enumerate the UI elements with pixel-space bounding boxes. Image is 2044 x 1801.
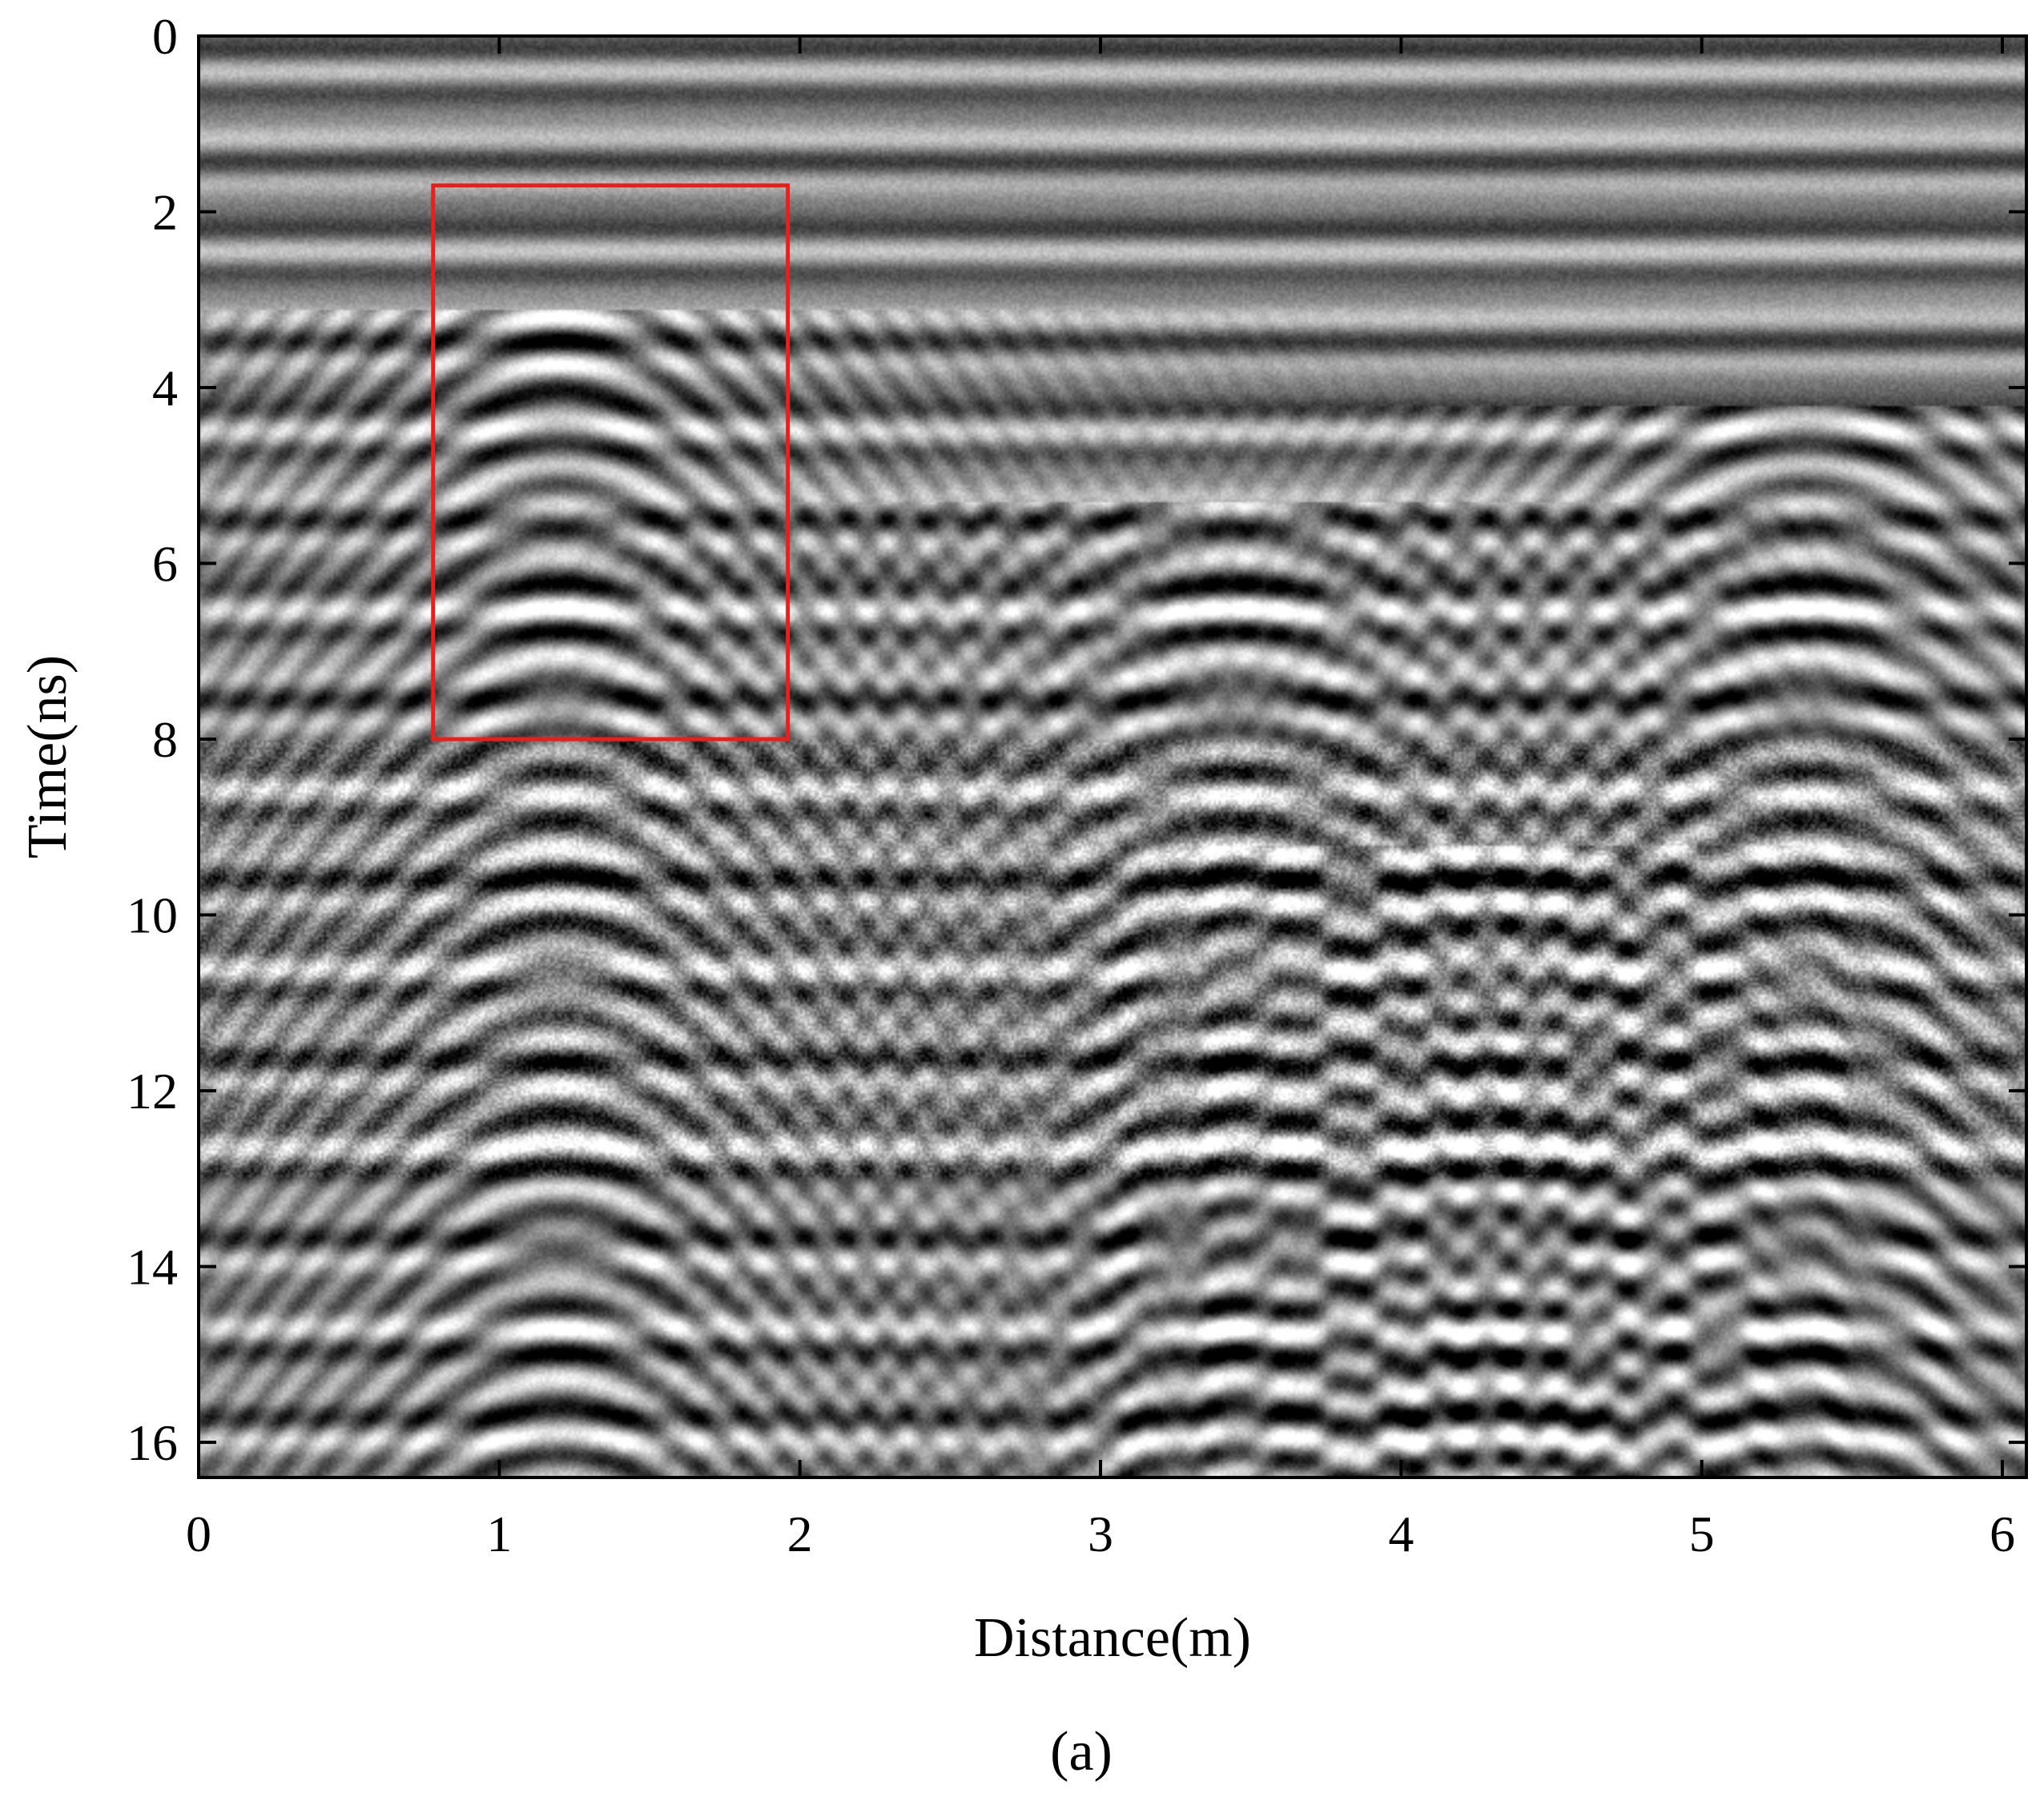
x-tick-label: 1: [486, 1506, 512, 1562]
x-tick-label: 6: [1990, 1506, 2015, 1562]
y-axis-label: Time(ns): [17, 655, 78, 858]
x-tick-label: 4: [1388, 1506, 1414, 1562]
y-tick-label: 8: [152, 711, 178, 768]
annotation-rectangle: [431, 183, 791, 742]
y-tick-label: 10: [127, 887, 178, 944]
x-tick-label: 3: [1088, 1506, 1113, 1562]
y-axis: 0 2 4 6 8 10 12 14 16: [127, 8, 2026, 1471]
y-tick-label: 2: [152, 184, 178, 241]
y-tick-label: 6: [152, 536, 178, 593]
y-tick-label: 16: [127, 1414, 178, 1471]
x-axis-label: Distance(m): [974, 1607, 1251, 1669]
y-tick-label: 4: [152, 360, 178, 416]
y-tick-label: 0: [152, 8, 178, 65]
panel-label: (a): [1050, 1721, 1113, 1783]
y-tick-label: 14: [127, 1239, 178, 1296]
plot-frame: [197, 34, 2028, 1479]
x-axis: 0 1 2 3 4 5 6: [186, 36, 2015, 1562]
x-tick-label: 5: [1689, 1506, 1715, 1562]
plot-area: [197, 34, 2028, 1479]
annotations: [431, 183, 791, 742]
x-tick-label: 0: [186, 1506, 211, 1562]
radargram-heatmap: [199, 36, 2026, 1477]
x-tick-label: 2: [787, 1506, 813, 1562]
y-tick-label: 12: [127, 1063, 178, 1120]
